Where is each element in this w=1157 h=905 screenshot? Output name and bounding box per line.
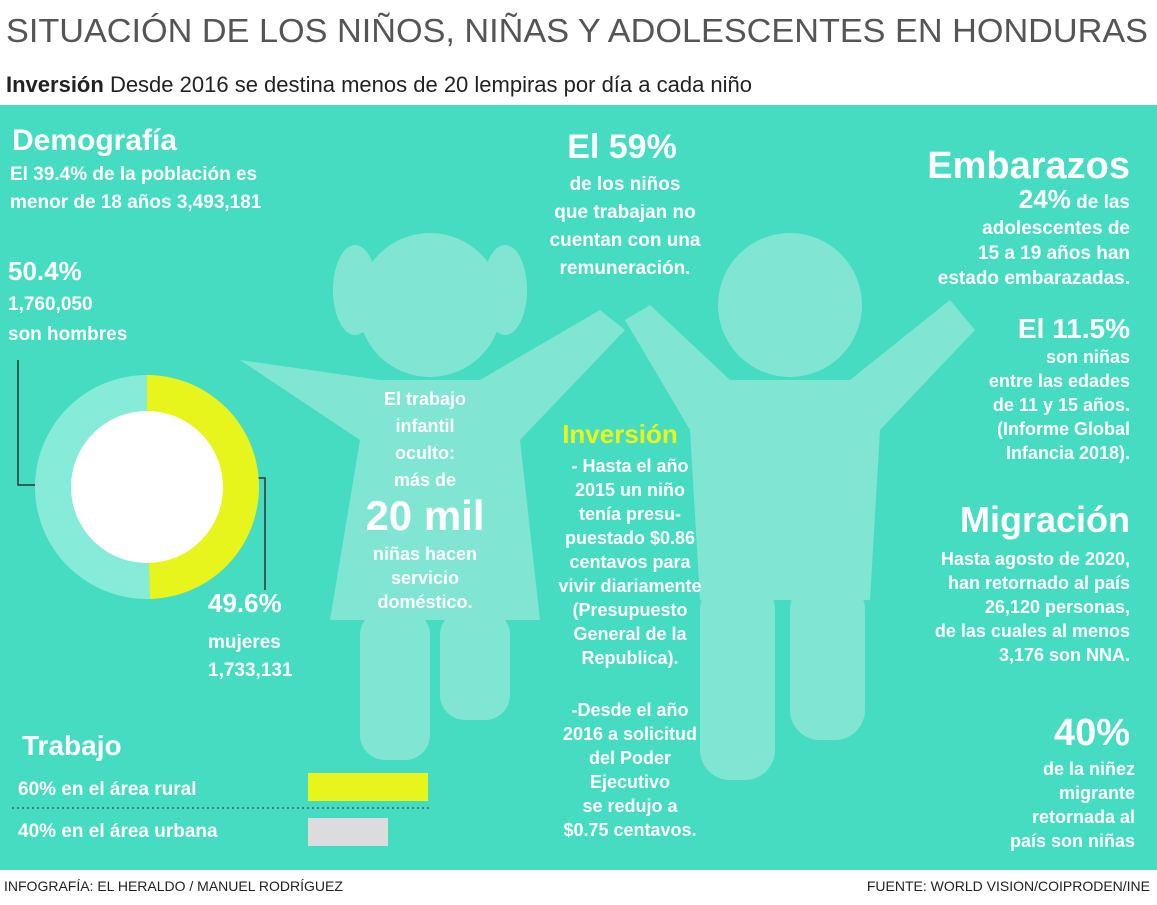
- text-line: Hasta agosto de 2020,: [941, 549, 1130, 569]
- text-line: de 11 y 15 años.: [993, 395, 1130, 415]
- text-line: 1,733,131: [208, 660, 293, 681]
- bar: [308, 773, 428, 801]
- text-line: (Presupuesto: [572, 600, 687, 620]
- text-line: de la niñez: [1043, 759, 1135, 779]
- text-line: son hombres: [8, 324, 127, 345]
- text-line: niñas hacen: [373, 544, 477, 564]
- silhouettes: [240, 233, 975, 780]
- text-line: oculto:: [395, 443, 455, 463]
- text-line: Ejecutivo: [590, 772, 670, 792]
- heading: Inversión: [562, 419, 678, 449]
- text-line: de los niños: [570, 174, 681, 195]
- text-line: doméstico.: [377, 592, 472, 612]
- footer-credit: INFOGRAFÍA: EL HERALDO / MANUEL RODRÍGUE…: [4, 878, 343, 894]
- text-line: $0.75 centavos.: [563, 820, 696, 840]
- heading: 40%: [1054, 712, 1130, 754]
- text-line: Republica).: [581, 648, 678, 668]
- percent: 49.6%: [208, 588, 282, 618]
- text-line: entre las edades: [989, 371, 1130, 391]
- text-line: se redujo a: [582, 796, 678, 816]
- text-line: retornada al: [1032, 807, 1135, 827]
- heading: El 11.5%: [1018, 313, 1130, 344]
- bar-label: 60% en el área rural: [18, 779, 197, 800]
- text-line: El 39.4% de la población es: [10, 164, 257, 185]
- heading: Demografía: [12, 124, 177, 157]
- text-line: servicio: [391, 568, 459, 588]
- text-line: vivir diariamente: [558, 576, 701, 596]
- text-line: de las cuales al menos: [935, 621, 1130, 641]
- text-line: centavos para: [569, 552, 691, 572]
- donut-hole: [71, 411, 223, 563]
- percent: 50.4%: [8, 256, 82, 286]
- text-line: 3,176 son NNA.: [999, 645, 1130, 665]
- text-line: 15 a 19 años han: [978, 243, 1130, 264]
- heading: El 59%: [567, 128, 677, 166]
- text-line: migrante: [1059, 783, 1135, 803]
- text-line: 2016 a solicitud: [563, 724, 697, 744]
- bars: [308, 773, 428, 846]
- heading: Migración: [960, 499, 1130, 540]
- text-line: infantil: [396, 416, 455, 436]
- footer-source: FUENTE: WORLD VISION/COIPRODEN/INE: [867, 878, 1150, 894]
- text-line: puestado $0.86: [565, 528, 695, 548]
- text-line: (Informe Global: [997, 419, 1130, 439]
- text-blocks: El 59% de los niños que trabajan no cuentan…: [365, 128, 1135, 851]
- subtitle: Inversión Desde 2016 se destina menos de…: [6, 72, 752, 97]
- text: de las: [1071, 192, 1130, 213]
- text-line: menor de 18 años 3,493,181: [10, 192, 262, 213]
- subtitle-label: Inversión: [6, 72, 104, 97]
- text-line: han retornado al país: [948, 573, 1130, 593]
- text-line: estado embarazadas.: [938, 268, 1130, 289]
- big-number: 20 mil: [365, 492, 484, 539]
- text-line: más de: [394, 470, 456, 490]
- text-line: cuentan con una: [550, 230, 701, 251]
- text-line: adolescentes de: [982, 218, 1130, 239]
- bar: [308, 818, 388, 846]
- text-line: -Desde el año: [571, 700, 688, 720]
- text-line: 26,120 personas,: [985, 597, 1130, 617]
- text-line: 2015 un niño: [575, 480, 685, 500]
- text-line: que trabajan no: [554, 202, 695, 223]
- text-line: tenía presu-: [579, 504, 681, 524]
- emphasis: 24%: [1019, 184, 1071, 214]
- text-line: 24% de las: [1019, 184, 1130, 214]
- text-line: mujeres: [208, 632, 281, 653]
- title: SITUACIÓN DE LOS NIÑOS, NIÑAS Y ADOLESCE…: [6, 12, 1148, 49]
- text-line: país son niñas: [1010, 831, 1135, 851]
- bar-label: 40% en el área urbana: [18, 821, 218, 842]
- text-line: del Poder: [589, 748, 671, 768]
- heading: Trabajo: [22, 730, 122, 761]
- subtitle-text: Desde 2016 se destina menos de 20 lempir…: [110, 72, 752, 97]
- text-line: son niñas: [1046, 347, 1130, 367]
- text-line: El trabajo: [384, 389, 466, 409]
- text-line: General de la: [573, 624, 687, 644]
- text-line: remuneración.: [560, 258, 691, 279]
- heading: Embarazos: [927, 145, 1130, 187]
- text-line: Infancia 2018).: [1006, 443, 1130, 463]
- text-line: - Hasta el año: [571, 456, 688, 476]
- text-line: 1,760,050: [8, 294, 93, 315]
